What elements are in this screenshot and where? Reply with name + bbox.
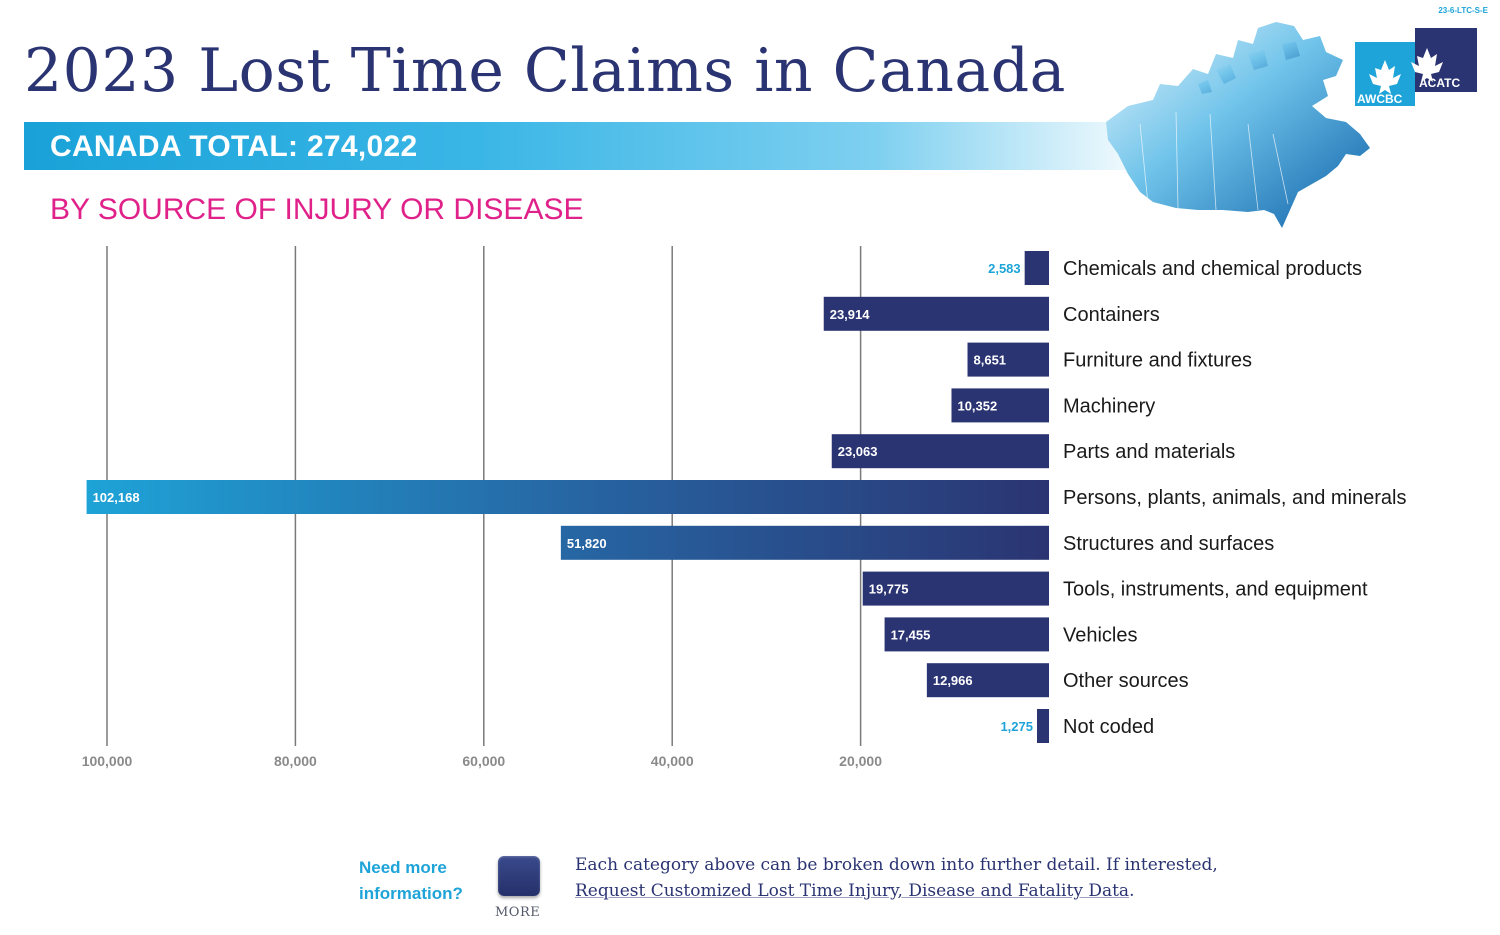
- bar-value-label: 1,275: [1000, 719, 1033, 734]
- category-label: Chemicals and chemical products: [1063, 258, 1362, 280]
- category-label: Tools, instruments, and equipment: [1063, 579, 1368, 601]
- info-text: Each category above can be broken down i…: [575, 852, 1218, 904]
- info-period: .: [1129, 881, 1135, 901]
- bar: [831, 434, 1049, 469]
- need-more-info-label: Need more information?: [359, 858, 463, 903]
- request-data-link[interactable]: Request Customized Lost Time Injury, Dis…: [575, 881, 1130, 901]
- bar-value-label: 8,651: [974, 353, 1007, 368]
- logo-left-text: AWCBC: [1357, 92, 1403, 106]
- more-button[interactable]: [498, 856, 540, 896]
- chart-subtitle: BY SOURCE OF INJURY OR DISEASE: [50, 193, 584, 226]
- x-tick-label: 80,000: [274, 753, 317, 769]
- bar-value-label: 19,775: [869, 582, 909, 597]
- x-tick-label: 60,000: [462, 753, 505, 769]
- bar-value-label: 10,352: [957, 398, 997, 413]
- bar-value-label: 51,820: [567, 536, 607, 551]
- bar-value-label: 12,966: [933, 673, 973, 688]
- category-label: Not coded: [1063, 716, 1154, 738]
- category-label: Vehicles: [1063, 624, 1138, 646]
- bar: [884, 617, 1049, 652]
- bar: [951, 388, 1049, 423]
- bar-chart: 100,000 80,000 60,000 40,000 20,000 2,583 Chem…: [82, 246, 1407, 769]
- total-banner: CANADA TOTAL: 274,022: [24, 122, 1164, 170]
- category-label: Parts and materials: [1063, 441, 1235, 463]
- logo-right-text: ACATC: [1419, 76, 1461, 90]
- bar: [862, 571, 1049, 606]
- category-label: Machinery: [1063, 395, 1155, 417]
- info-text-line: Each category above can be broken down i…: [575, 855, 1218, 875]
- category-label: Furniture and fixtures: [1063, 350, 1252, 372]
- bar: [86, 480, 1049, 514]
- category-label: Structures and surfaces: [1063, 533, 1274, 555]
- document-code: 23-6-LTC-S-E: [1438, 6, 1488, 15]
- info-link-line: Request Customized Lost Time Injury, Dis…: [575, 878, 1218, 904]
- canada-map-icon: [1106, 22, 1370, 228]
- bar: [1024, 251, 1049, 285]
- bar: [1036, 709, 1049, 743]
- category-label: Containers: [1063, 304, 1160, 326]
- bar: [967, 342, 1049, 377]
- x-tick-label: 100,000: [82, 753, 133, 769]
- bar: [926, 663, 1049, 698]
- bar-value-label: 102,168: [93, 490, 140, 505]
- category-label: Persons, plants, animals, and minerals: [1063, 487, 1407, 509]
- bar: [823, 296, 1049, 331]
- bar: [560, 525, 1049, 560]
- bar-value-label: 23,914: [830, 307, 871, 322]
- logo-maple-leaf-icon: [1355, 28, 1477, 106]
- bar-value-label: 2,583: [988, 261, 1021, 276]
- bar-value-label: 23,063: [838, 444, 878, 459]
- bar-value-label: 17,455: [891, 627, 931, 642]
- more-button-label: MORE: [495, 905, 541, 920]
- awcbc-logo: AWCBC ACATC: [1355, 28, 1477, 106]
- total-banner-text: CANADA TOTAL: 274,022: [50, 130, 418, 163]
- category-label: Other sources: [1063, 670, 1189, 692]
- x-tick-label: 20,000: [839, 753, 882, 769]
- x-tick-label: 40,000: [651, 753, 694, 769]
- page-title: 2023 Lost Time Claims in Canada: [24, 36, 1066, 106]
